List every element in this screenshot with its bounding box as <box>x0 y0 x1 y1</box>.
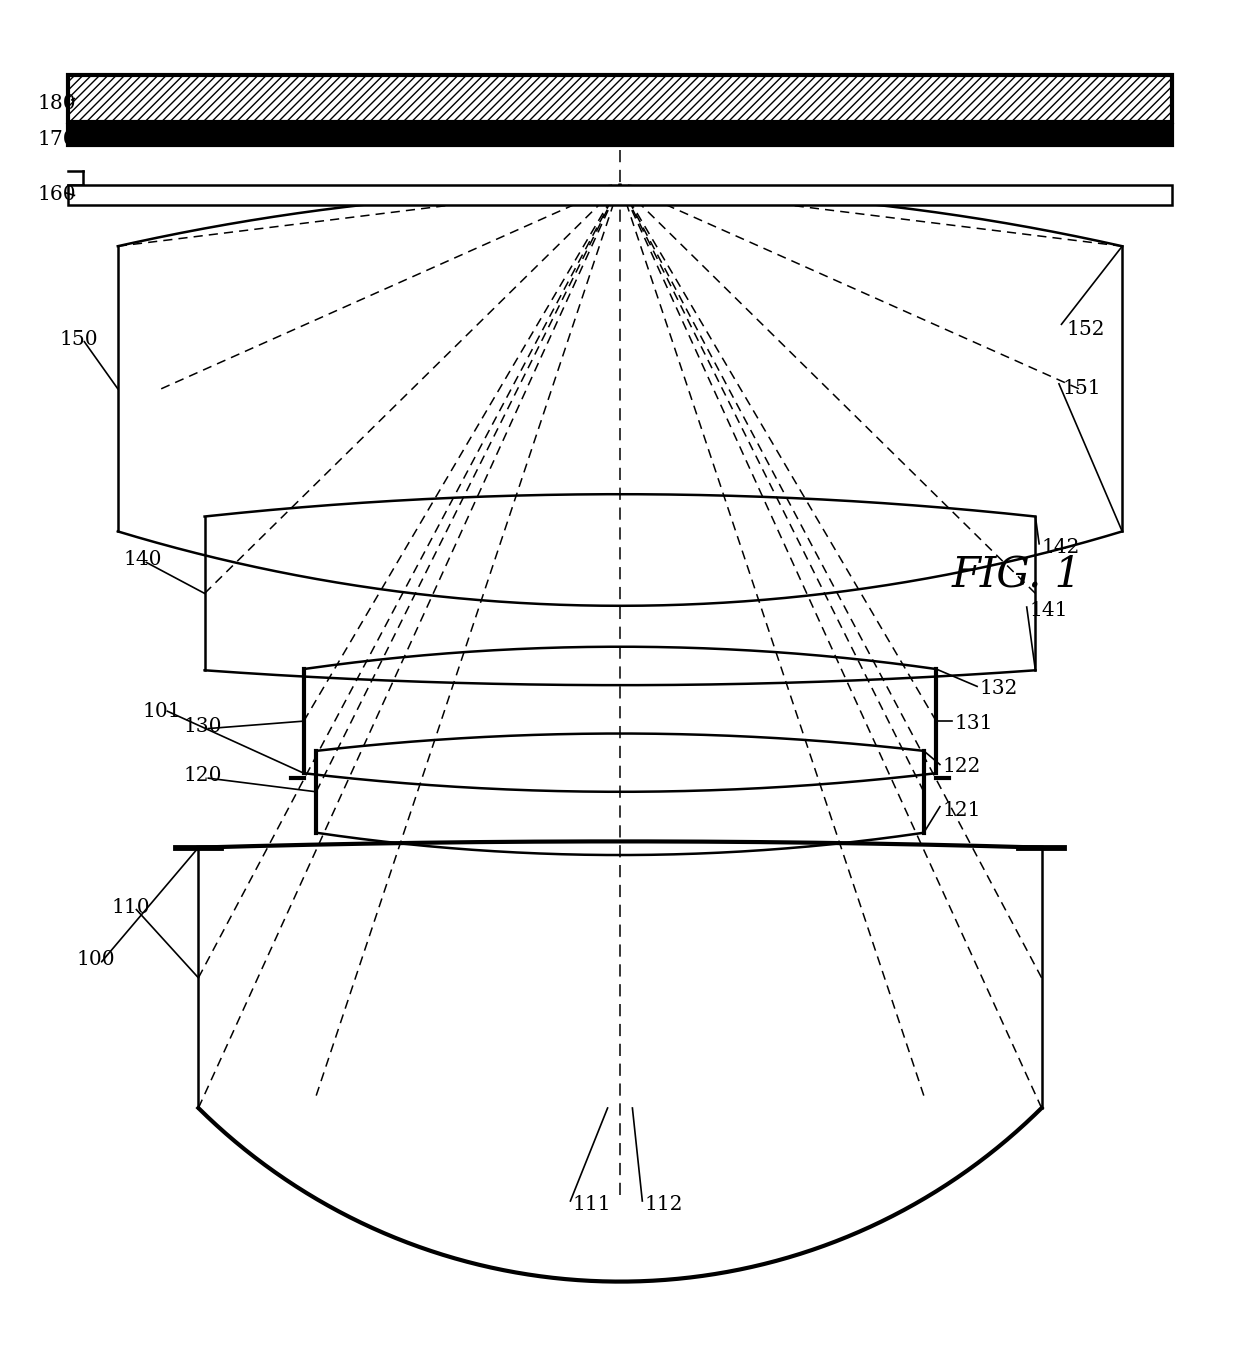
Text: 142: 142 <box>1042 538 1080 557</box>
Text: 151: 151 <box>1063 379 1101 398</box>
Text: 111: 111 <box>573 1196 611 1215</box>
Text: 152: 152 <box>1066 319 1105 338</box>
Text: 170: 170 <box>37 129 76 150</box>
Text: 150: 150 <box>60 330 98 349</box>
Text: 121: 121 <box>942 801 981 820</box>
Text: 110: 110 <box>112 898 150 917</box>
Text: 180: 180 <box>37 94 76 113</box>
Text: FIG. 1: FIG. 1 <box>952 554 1081 596</box>
Text: 141: 141 <box>1029 601 1068 620</box>
Text: 160: 160 <box>37 185 76 204</box>
Text: 100: 100 <box>77 950 115 969</box>
Bar <box>68 75 1172 123</box>
Bar <box>68 186 1172 205</box>
Text: 140: 140 <box>124 550 162 569</box>
Text: 132: 132 <box>980 679 1018 698</box>
Text: 120: 120 <box>184 766 222 785</box>
Text: 101: 101 <box>143 702 181 721</box>
Bar <box>68 124 1172 144</box>
Text: 112: 112 <box>645 1196 683 1215</box>
Text: 131: 131 <box>955 714 993 733</box>
Text: 122: 122 <box>942 758 981 776</box>
Text: 130: 130 <box>184 717 222 736</box>
